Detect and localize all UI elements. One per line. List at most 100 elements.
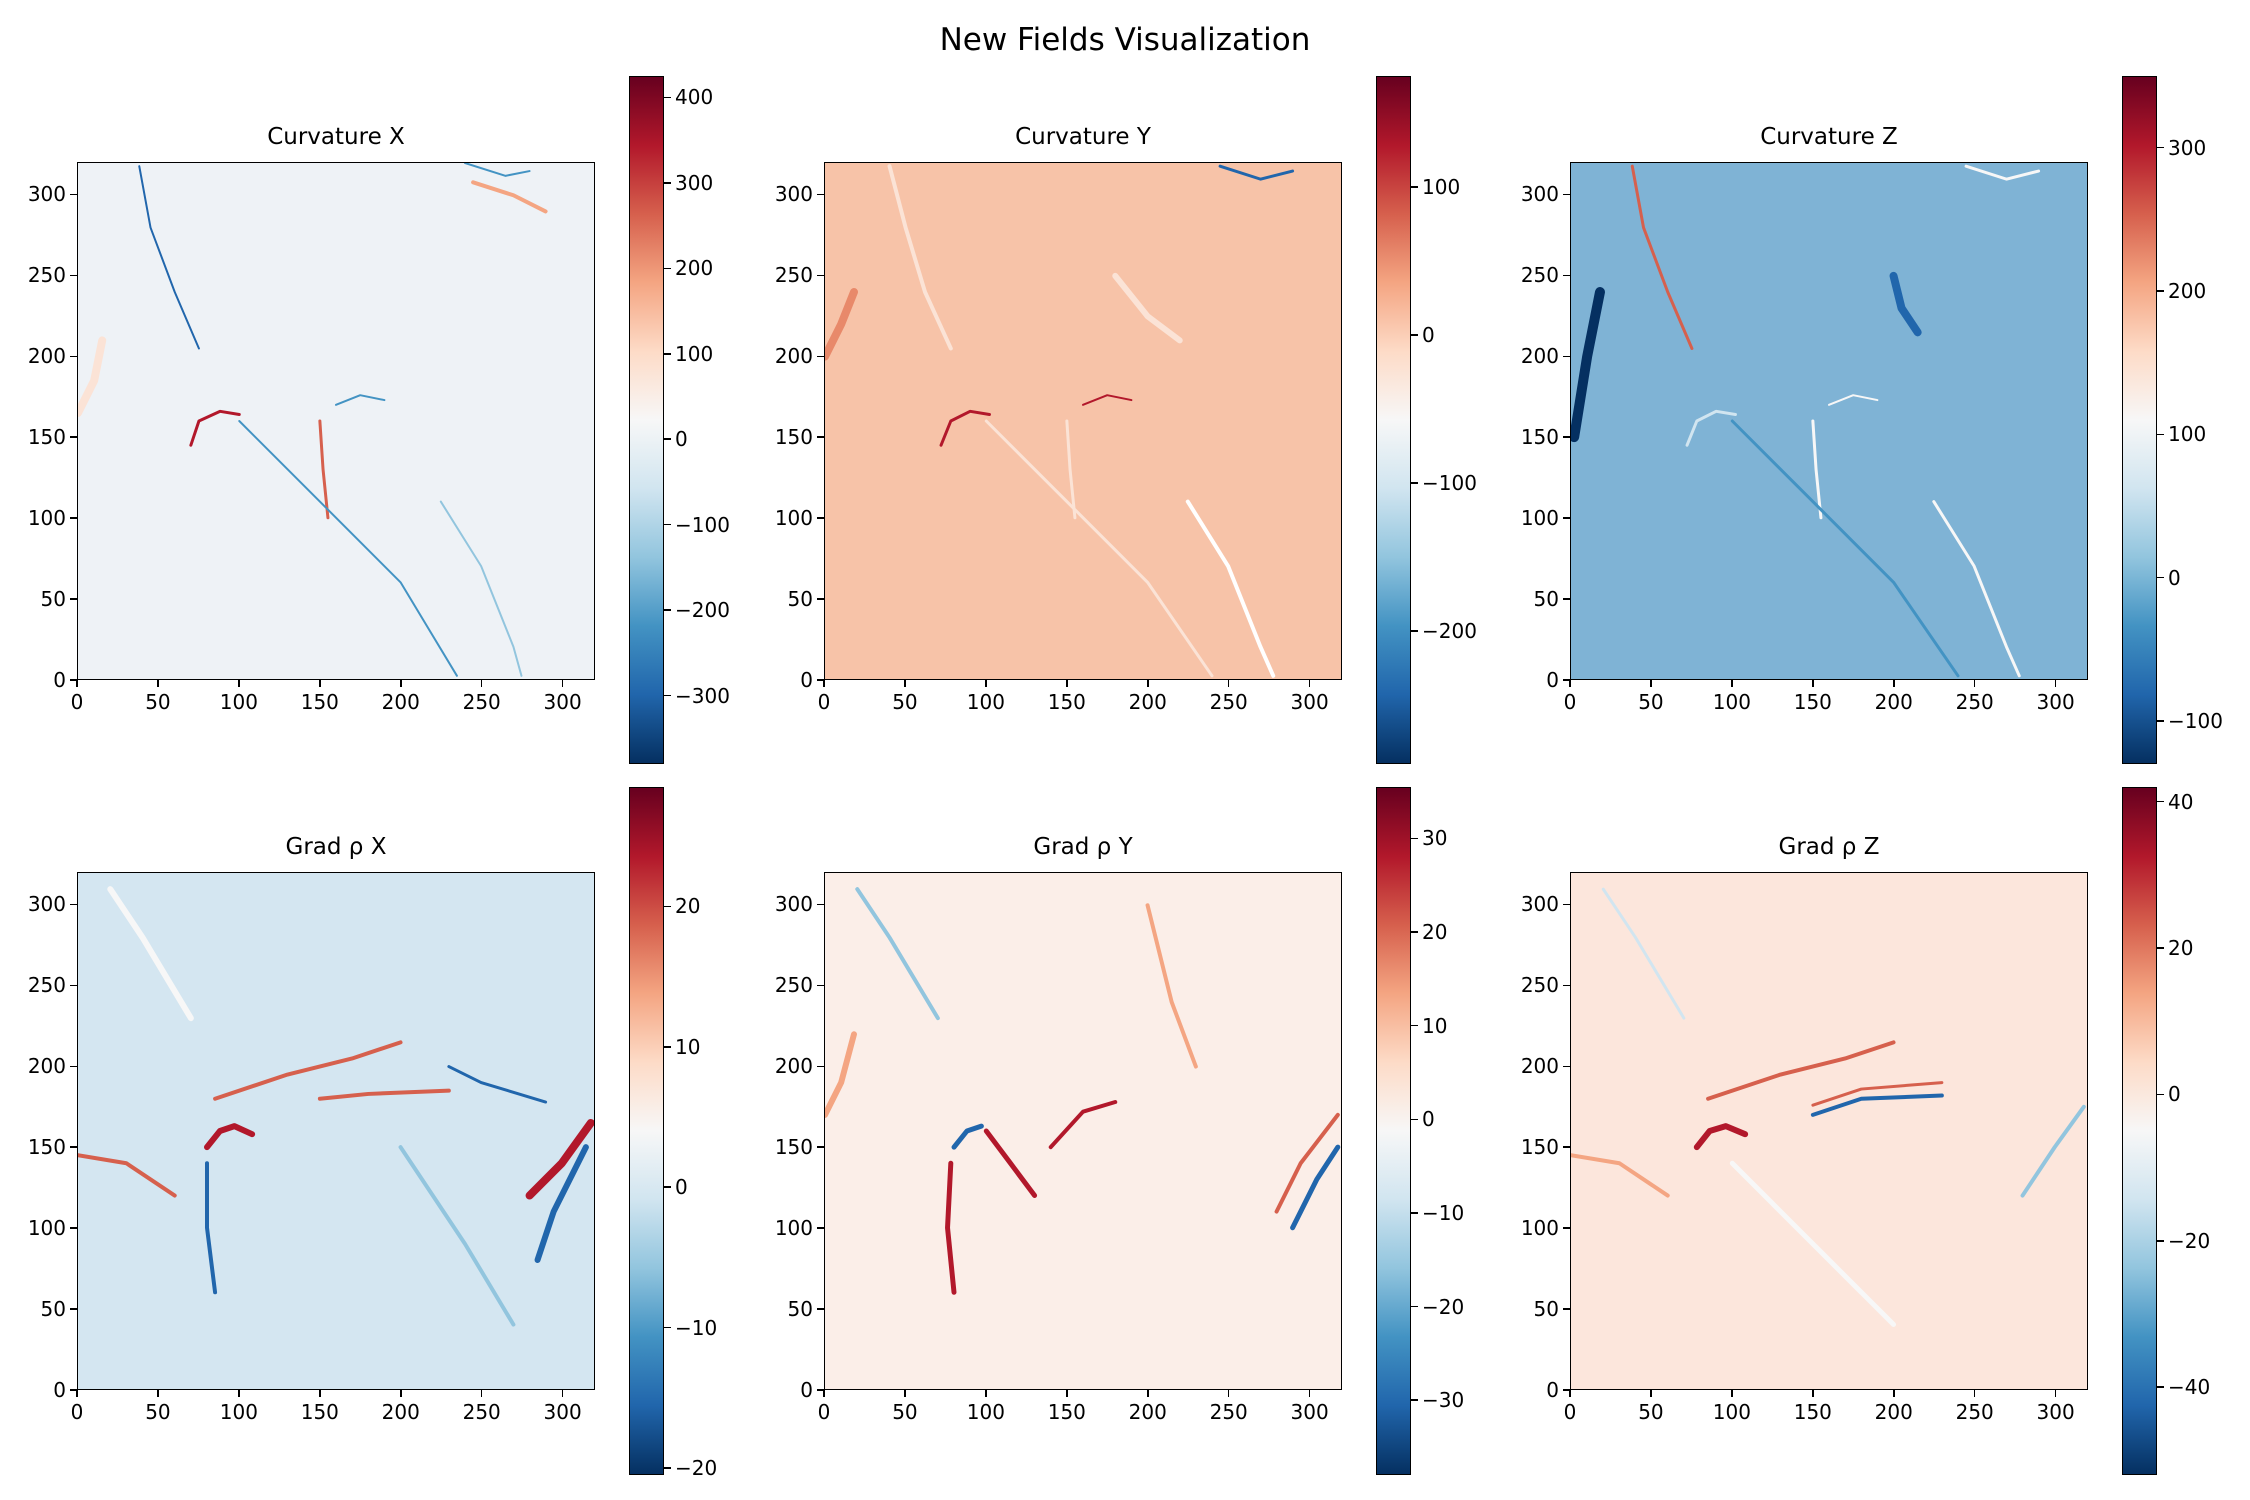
y-tick-mark [70,679,77,681]
y-tick-label: 50 [1533,587,1559,612]
panel-title: Curvature Z [1760,124,1898,150]
colorbar-tick-mark [664,1186,671,1188]
heatmap-plot-area [1570,162,2088,680]
y-tick-mark [817,436,824,438]
field-feature [439,500,523,677]
y-tick-mark [70,903,77,906]
colorbar-tick-mark [1411,837,1418,840]
field-feature [887,164,953,351]
field-feature [1811,419,1823,520]
x-tick-mark [319,1390,321,1397]
field-feature [825,1031,857,1118]
field-feature [939,409,991,447]
colorbar-tick-mark [1411,931,1418,933]
colorbar-tick-mark [2157,576,2164,579]
x-tick-mark [1227,680,1230,687]
colorbar-tick-label: 200 [675,256,714,281]
y-tick-mark [70,193,77,196]
field-feature [1706,1040,1896,1101]
x-tick-label: 250 [1209,1400,1248,1424]
colorbar-tick-mark [664,1467,671,1469]
colorbar-tick-label: 300 [2168,135,2207,160]
heatmap-plot-area [77,162,595,680]
colorbar-tick-mark [2157,290,2164,292]
y-tick-mark [1563,1308,1570,1310]
y-tick-mark [1563,1146,1570,1148]
field-feature [1082,394,1133,406]
x-tick-label: 200 [1128,690,1167,714]
y-tick-mark [1563,517,1570,519]
x-tick-mark [480,680,483,687]
field-feature [1048,1100,1118,1150]
colorbar-tick-label: −300 [675,683,730,708]
x-tick-label: 250 [462,1400,501,1424]
y-tick-mark [817,1146,824,1148]
heatmap-svg [78,163,594,679]
heatmap-background [1571,163,2087,679]
colorbar-tick-mark [664,96,671,99]
colorbar-tick-mark [664,523,671,526]
heatmap-background [78,873,594,1389]
field-feature [1571,1153,1670,1198]
y-tick-mark [70,1308,77,1310]
heatmap-plot-area [77,872,595,1390]
colorbar-tick-mark [664,267,671,270]
colorbar-tick-mark [664,1046,671,1048]
colorbar-tick-label: 10 [675,1034,701,1059]
panel-title: Curvature X [267,124,405,150]
y-tick-label: 250 [1520,263,1559,288]
colorbar-tick-mark [2157,1386,2164,1388]
x-tick-mark [319,680,321,687]
x-tick-mark [985,1390,987,1397]
y-tick-label: 50 [1533,1297,1559,1322]
y-tick-label: 100 [774,1216,813,1241]
colorbar-tick-label: 20 [1422,920,1448,945]
y-tick-mark [70,1065,77,1067]
colorbar [629,76,664,764]
x-tick-mark [1731,680,1733,687]
colorbar-tick-label: −10 [675,1315,718,1340]
field-feature [1693,1123,1749,1151]
y-tick-label: 0 [800,668,813,692]
y-tick-mark [70,355,77,357]
x-tick-label: 100 [219,690,258,714]
y-tick-label: 300 [1520,182,1559,207]
field-feature [1729,1160,1897,1328]
x-tick-label: 150 [300,690,339,714]
x-tick-label: 250 [1955,690,1994,714]
y-tick-mark [1563,1389,1570,1391]
colorbar-tick-label: 100 [2168,422,2207,447]
x-tick-mark [1812,680,1814,687]
colorbar-tick-label: −10 [1422,1200,1465,1225]
field-feature [1811,1081,1944,1107]
field-feature [1964,164,2041,181]
y-tick-mark [817,598,824,600]
colorbar-tick-label: 400 [675,85,714,110]
y-tick-mark [1563,274,1570,277]
field-feature [951,1123,984,1150]
x-tick-mark [2054,1390,2057,1397]
x-tick-label: 200 [381,690,420,714]
y-tick-label: 100 [27,506,66,531]
colorbar-tick-mark [2157,1093,2164,1096]
x-tick-label: 0 [817,690,831,714]
field-feature [534,1144,589,1263]
x-tick-mark [76,680,78,687]
y-tick-mark [70,1227,77,1229]
colorbar-tick-label: 100 [675,341,714,366]
field-feature [138,165,200,350]
x-tick-label: 300 [1290,1400,1329,1424]
y-tick-mark [70,436,77,438]
y-tick-label: 300 [27,182,66,207]
colorbar-tick-label: 20 [2168,936,2194,961]
x-tick-label: 100 [1712,1400,1751,1424]
colorbar-tick-label: −20 [1422,1294,1465,1319]
colorbar-tick-label: 40 [2168,789,2194,814]
y-tick-label: 200 [27,1054,66,1079]
x-tick-mark [1066,680,1068,687]
field-feature [984,419,1214,678]
x-tick-mark [238,680,240,687]
x-tick-mark [1308,680,1311,687]
y-tick-mark [70,1146,77,1148]
field-feature [1601,887,1686,1020]
